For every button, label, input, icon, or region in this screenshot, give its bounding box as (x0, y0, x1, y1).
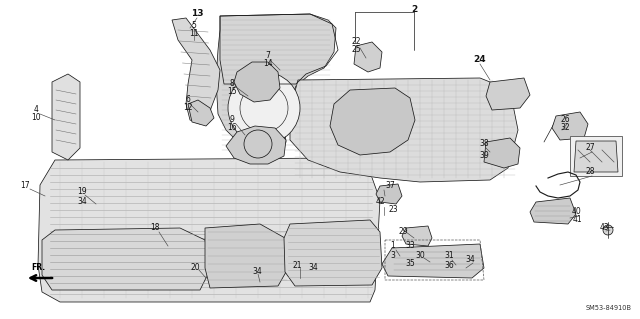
Polygon shape (216, 14, 336, 158)
Polygon shape (172, 18, 220, 124)
Text: 32: 32 (560, 123, 570, 132)
Text: 14: 14 (263, 60, 273, 69)
Polygon shape (382, 244, 484, 278)
Text: 41: 41 (572, 216, 582, 225)
Text: 9: 9 (230, 115, 234, 124)
Text: 42: 42 (375, 197, 385, 206)
Polygon shape (38, 158, 380, 302)
Text: 39: 39 (479, 151, 489, 160)
Polygon shape (354, 42, 382, 72)
Polygon shape (570, 136, 622, 176)
Text: FR.: FR. (31, 263, 45, 272)
Polygon shape (226, 126, 286, 164)
Text: 5: 5 (191, 21, 196, 31)
Text: 35: 35 (405, 259, 415, 269)
Text: 12: 12 (183, 103, 193, 113)
Text: 28: 28 (585, 167, 595, 176)
Text: 3: 3 (390, 250, 396, 259)
Text: 8: 8 (230, 78, 234, 87)
Text: 43: 43 (599, 224, 609, 233)
Polygon shape (234, 62, 280, 102)
Text: 1: 1 (390, 241, 396, 250)
Polygon shape (52, 74, 80, 160)
Text: 31: 31 (444, 251, 454, 261)
Circle shape (603, 225, 613, 235)
Text: SM53-84910B: SM53-84910B (586, 305, 632, 311)
Text: 11: 11 (189, 29, 199, 39)
Text: 16: 16 (227, 123, 237, 132)
Text: 20: 20 (190, 263, 200, 271)
Text: 30: 30 (415, 250, 425, 259)
Text: 13: 13 (191, 10, 204, 19)
Text: 34: 34 (77, 197, 87, 205)
Text: 36: 36 (444, 261, 454, 270)
Polygon shape (484, 138, 520, 168)
Text: 27: 27 (585, 144, 595, 152)
Text: 26: 26 (560, 115, 570, 124)
Text: 34: 34 (308, 263, 318, 271)
Polygon shape (574, 141, 618, 172)
Polygon shape (402, 226, 432, 246)
Text: 34: 34 (465, 256, 475, 264)
Text: 4: 4 (33, 106, 38, 115)
Text: 19: 19 (77, 187, 87, 196)
Text: 10: 10 (31, 114, 41, 122)
Polygon shape (552, 112, 588, 140)
Polygon shape (205, 224, 290, 288)
Text: 24: 24 (474, 56, 486, 64)
Text: 7: 7 (266, 51, 271, 61)
Text: 18: 18 (150, 224, 160, 233)
Polygon shape (42, 228, 210, 290)
Text: 6: 6 (186, 95, 191, 105)
Text: 33: 33 (405, 241, 415, 250)
Text: 25: 25 (351, 46, 361, 55)
Text: 34: 34 (252, 266, 262, 276)
Text: 40: 40 (572, 207, 582, 217)
Text: 2: 2 (411, 4, 417, 13)
Polygon shape (486, 78, 530, 110)
Text: 22: 22 (351, 38, 361, 47)
Text: 23: 23 (388, 205, 398, 214)
Text: 37: 37 (385, 181, 395, 189)
Text: 15: 15 (227, 86, 237, 95)
Polygon shape (284, 220, 382, 286)
Polygon shape (290, 78, 518, 182)
Text: 38: 38 (479, 139, 489, 149)
Polygon shape (530, 198, 576, 224)
Polygon shape (376, 184, 402, 204)
Text: 29: 29 (398, 227, 408, 236)
Circle shape (228, 72, 300, 144)
Text: 21: 21 (292, 261, 301, 270)
Polygon shape (330, 88, 415, 155)
Polygon shape (188, 100, 214, 126)
Text: 17: 17 (20, 181, 30, 189)
